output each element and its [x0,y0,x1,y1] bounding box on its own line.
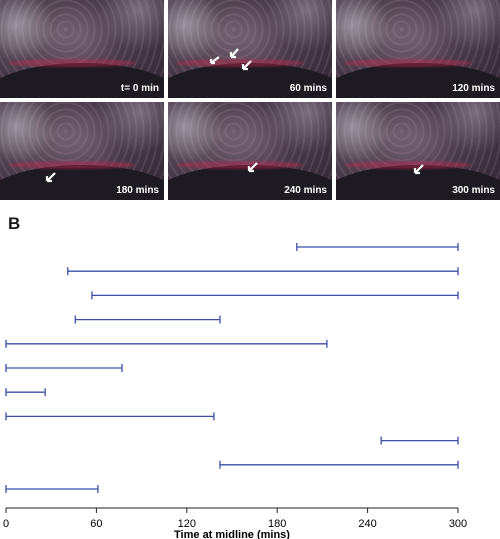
interval-bar [5,388,46,397]
interval-bar [380,436,459,445]
interval-bar [5,412,215,421]
frame-300: 300 mins [336,102,500,200]
frame-120: 120 mins [336,0,500,98]
interval-bar [5,364,123,372]
frame-label: 120 mins [452,83,495,94]
arrow-icon [45,172,56,183]
arrow-icon [247,162,258,173]
frame-60: 60 mins [168,0,332,98]
x-ticks: 0 60 120 180 240 300 [3,508,467,530]
x-tick-label: 240 [358,518,376,530]
panel-b-letter: B [8,214,21,233]
interval-chart: 0 60 120 180 240 300 Time at midline (mins) [3,243,467,539]
frame-label: 60 mins [289,83,327,94]
x-tick-label: 120 [178,518,196,530]
x-tick-label: 180 [268,518,286,530]
frame-0: t= 0 min [0,0,164,98]
x-tick-label: 0 [3,518,9,530]
frame-label: 240 mins [284,185,327,196]
interval-bar [5,485,99,493]
frame-180: 180 mins [0,102,164,200]
interval-bars [5,243,459,493]
frame-label: t= 0 min [120,83,159,94]
arrow-icon [241,60,252,71]
microscopy-panel: A t= 0 min 60 mins 120 mins 180 mins 240… [0,0,500,200]
interval-bar [91,291,459,300]
x-tick-label: 60 [90,518,102,530]
arrow-icon [229,48,239,59]
x-axis-title: Time at midline (mins) [174,529,290,539]
interval-bar [219,460,459,469]
interval-bar [74,315,221,324]
frame-label: 180 mins [116,185,159,196]
interval-bar [296,243,459,251]
arrow-icon [209,56,220,65]
frame-240: 240 mins [168,102,332,200]
arrow-icon [413,164,424,175]
x-tick-label: 300 [449,518,467,530]
interval-bar [5,339,328,348]
frame-label: 300 mins [452,185,495,196]
interval-bar [67,267,459,276]
